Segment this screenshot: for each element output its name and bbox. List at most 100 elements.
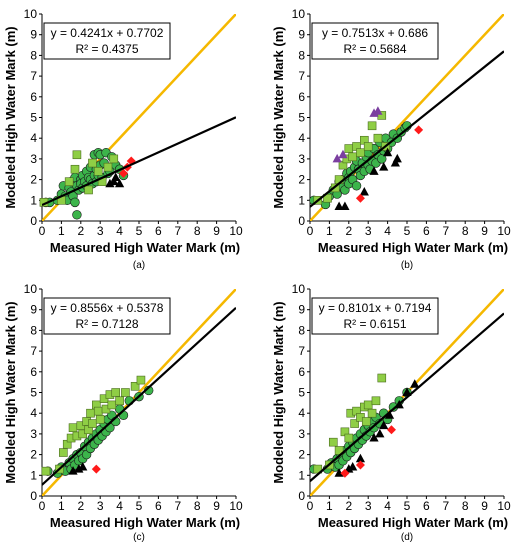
y-tick-label: 4 <box>298 131 305 145</box>
square-point <box>361 417 371 426</box>
y-tick-label: 8 <box>30 48 37 62</box>
panel-caption: (c) <box>133 532 145 543</box>
black-triangle-point <box>383 147 393 157</box>
square-point <box>88 419 97 428</box>
equation-box <box>43 22 171 60</box>
y-axis-title: Modeled High Water Mark (m) <box>3 26 18 208</box>
black-triangle-point <box>115 178 125 188</box>
square-point <box>363 400 373 410</box>
r-squared-label: R² = 0.7128 <box>75 317 138 331</box>
square-point <box>95 415 105 424</box>
black-triangle-point <box>359 187 369 196</box>
square-point <box>103 162 113 172</box>
x-tick-label: 7 <box>174 499 181 513</box>
y-tick-label: 1 <box>298 193 305 207</box>
y-tick-label: 7 <box>30 69 37 83</box>
x-tick-label: 8 <box>462 499 469 513</box>
x-tick-label: 9 <box>481 224 488 238</box>
square-point <box>72 150 82 160</box>
x-tick-label: 0 <box>307 224 314 238</box>
circle-point <box>72 210 82 220</box>
y-tick-label: 9 <box>298 303 305 317</box>
y-tick-label: 4 <box>30 131 37 145</box>
diamond-point <box>91 464 101 474</box>
square-point <box>59 448 68 457</box>
square-point <box>93 406 103 416</box>
square-point <box>84 185 93 195</box>
regression-line <box>310 312 504 482</box>
x-tick-label: 3 <box>365 499 372 513</box>
regression-equation: y = 0.8556x + 0.5378 <box>51 301 164 315</box>
black-triangle-point <box>355 453 366 463</box>
square-point <box>348 152 357 162</box>
black-triangle-point <box>78 462 88 471</box>
circle-point <box>351 181 362 191</box>
r-squared-label: R² = 0.5684 <box>343 42 406 56</box>
y-tick-label: 0 <box>298 214 305 228</box>
x-tick-label: 1 <box>326 499 333 513</box>
data-points <box>309 373 420 478</box>
square-point <box>367 121 377 131</box>
x-tick-label: 4 <box>116 224 123 238</box>
square-point <box>334 446 344 455</box>
square-point <box>328 437 338 447</box>
y-tick-label: 2 <box>298 173 305 187</box>
y-axis-title: Modeled High Water Mark (m) <box>271 301 286 483</box>
square-point <box>344 433 354 443</box>
purple-triangle-point <box>338 149 348 159</box>
y-tick-label: 8 <box>298 323 305 337</box>
x-tick-label: 6 <box>155 499 162 513</box>
square-point <box>367 408 377 418</box>
square-point <box>107 400 117 410</box>
y-tick-label: 4 <box>298 406 305 420</box>
x-axis-title: Measured High Water Mark (m) <box>50 240 240 255</box>
diamond-point <box>355 193 365 203</box>
square-point <box>115 396 124 406</box>
x-tick-label: 5 <box>136 499 143 513</box>
y-tick-label: 10 <box>292 7 306 21</box>
square-point <box>323 193 332 203</box>
black-triangle-point <box>334 468 344 477</box>
square-point <box>70 164 80 174</box>
square-point <box>130 381 140 391</box>
square-point <box>109 154 119 164</box>
black-triangle-point <box>375 428 385 438</box>
purple-triangle-point <box>373 106 383 115</box>
x-tick-label: 4 <box>384 499 391 513</box>
regression-line <box>42 116 236 207</box>
panel-caption: (b) <box>401 260 413 271</box>
x-tick-label: 10 <box>497 499 511 513</box>
x-tick-label: 5 <box>404 224 411 238</box>
panel-caption: (a) <box>133 260 145 271</box>
black-triangle-point <box>369 433 379 442</box>
y-tick-label: 6 <box>298 90 305 104</box>
x-tick-label: 8 <box>462 224 469 238</box>
y-tick-label: 6 <box>30 90 37 104</box>
x-tick-label: 0 <box>307 499 314 513</box>
square-point <box>93 167 103 176</box>
diamond-point <box>386 425 396 435</box>
x-tick-label: 7 <box>442 499 449 513</box>
x-axis-title: Measured High Water Mark (m) <box>50 515 240 530</box>
regression-equation: y = 0.4241x + 0.7702 <box>51 26 164 40</box>
y-tick-label: 2 <box>30 173 37 187</box>
x-tick-label: 2 <box>345 499 352 513</box>
x-tick-label: 3 <box>97 224 104 238</box>
x-tick-label: 7 <box>442 224 449 238</box>
y-tick-label: 3 <box>298 427 305 441</box>
circle-point <box>70 197 80 208</box>
x-tick-label: 8 <box>194 224 201 238</box>
y-axis-title: Modeled High Water Mark (m) <box>3 301 18 483</box>
x-tick-label: 5 <box>404 499 411 513</box>
y-tick-label: 0 <box>30 489 37 503</box>
y-tick-label: 5 <box>30 111 37 125</box>
x-tick-label: 9 <box>213 499 220 513</box>
square-point <box>344 144 354 153</box>
x-tick-label: 8 <box>194 499 201 513</box>
x-tick-label: 0 <box>39 499 46 513</box>
square-point <box>356 148 365 157</box>
